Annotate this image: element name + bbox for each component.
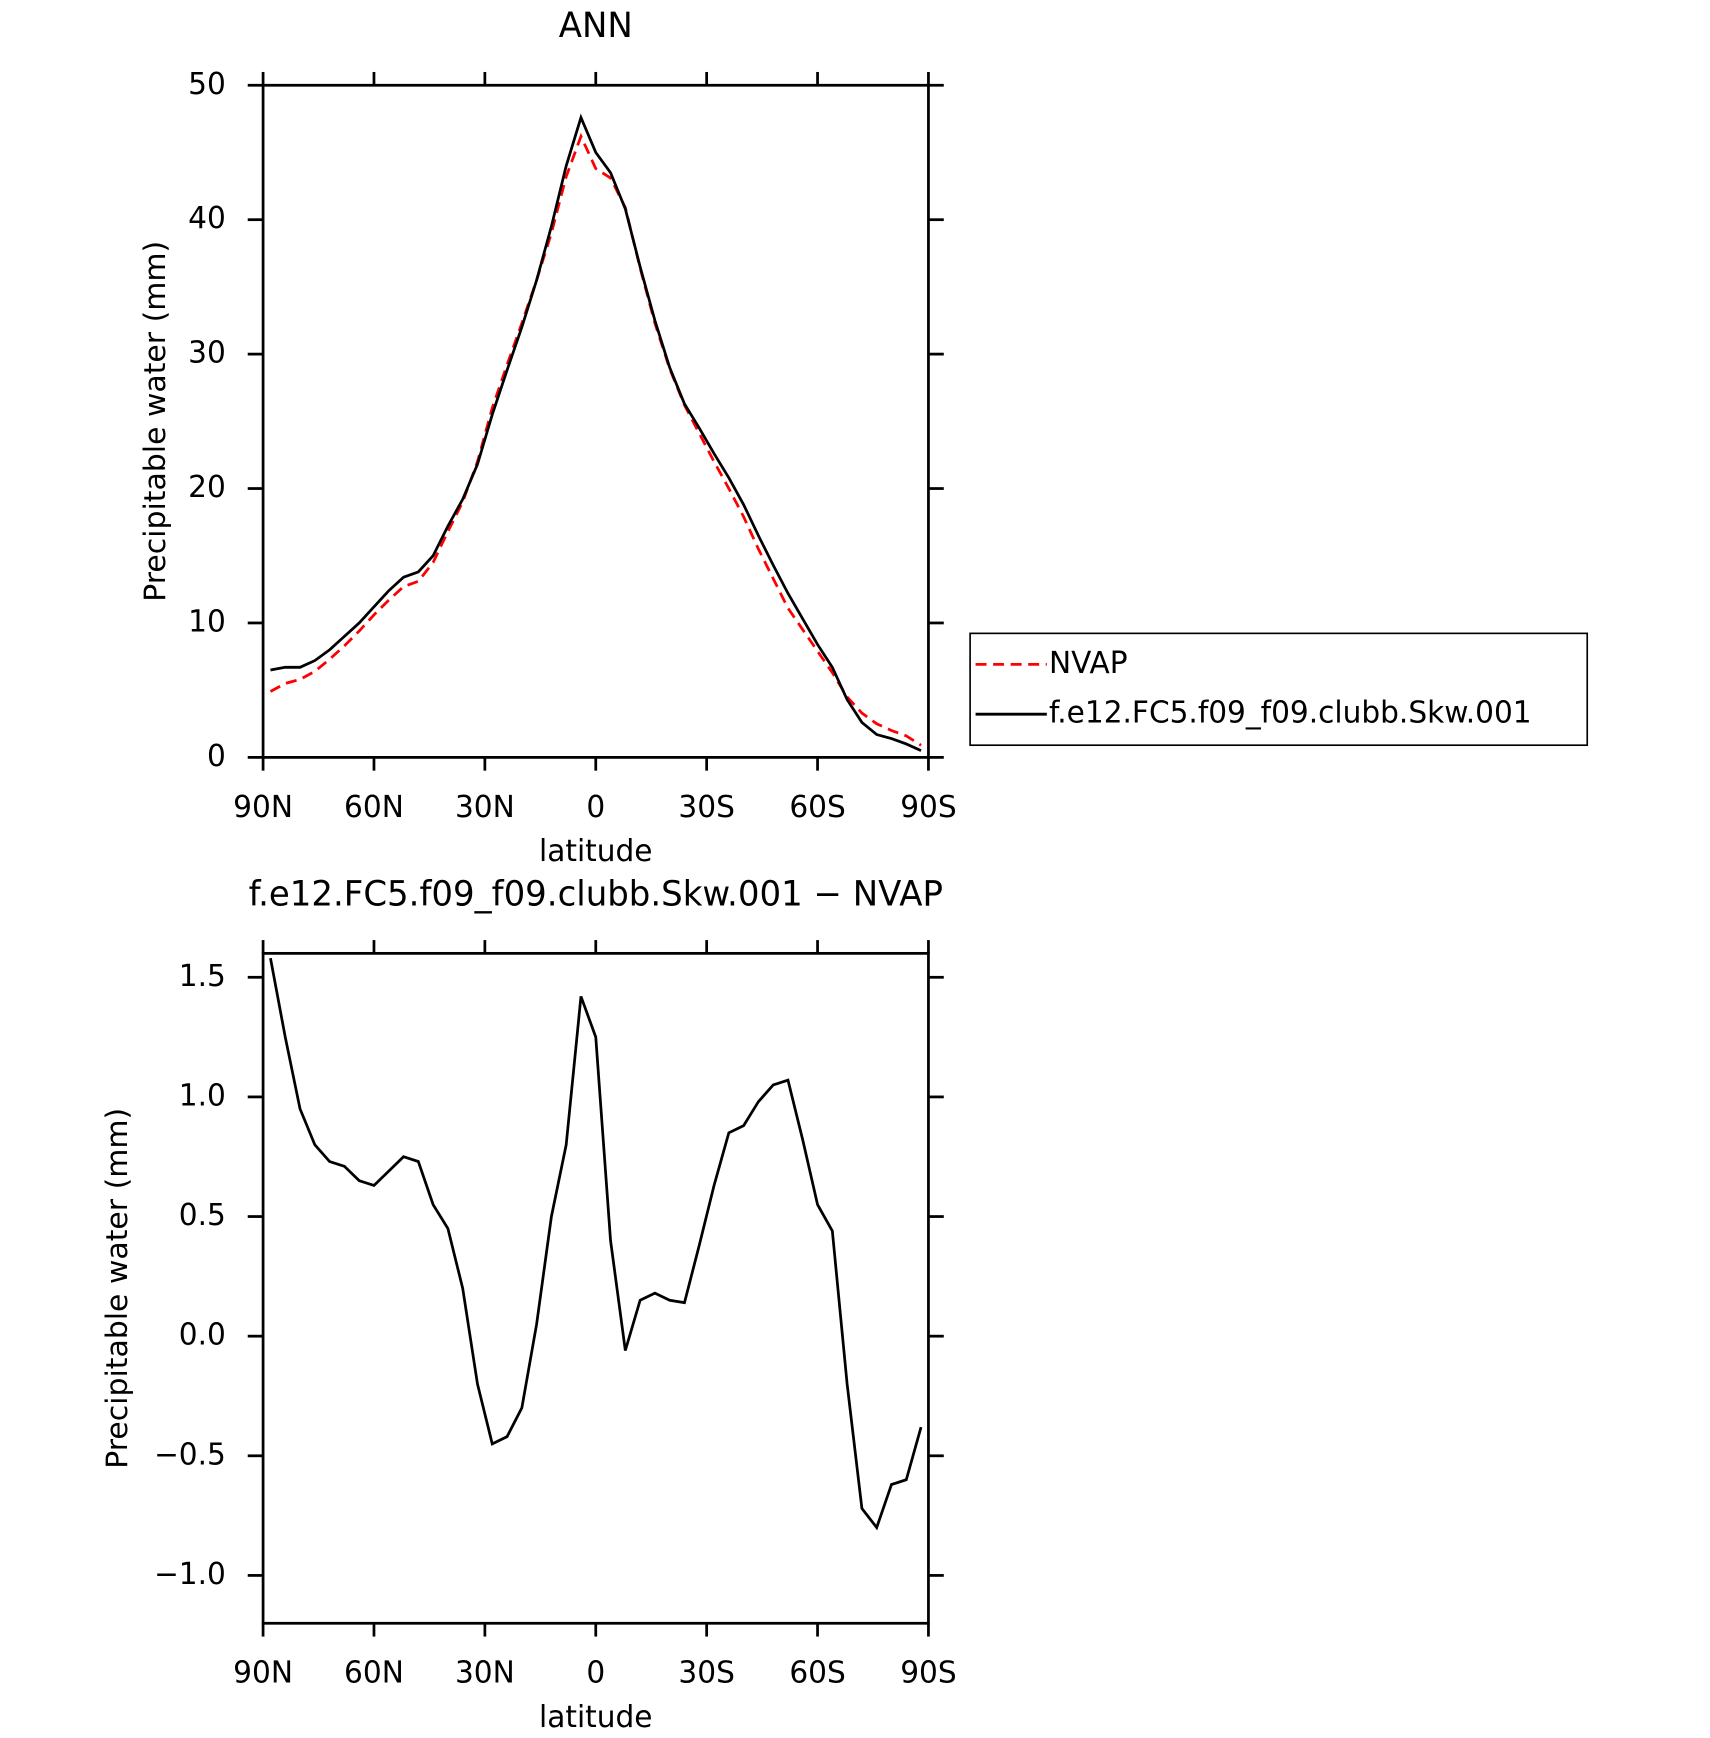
data-line (269, 957, 923, 1531)
chart-title: f.e12.FC5.f09_f09.clubb.Skw.001 − NVAP (249, 874, 943, 914)
y-tick-label: 0 (207, 739, 226, 774)
y-tick-label: 20 (188, 470, 226, 505)
x-tick-label: 90N (233, 1656, 293, 1691)
x-tick-label: 60N (344, 1656, 404, 1691)
y-tick-label: 40 (188, 201, 226, 236)
y-tick-label: 50 (188, 67, 226, 102)
legend-label: f.e12.FC5.f09_f09.clubb.Skw.001 (1049, 696, 1532, 731)
chart-title: ANN (559, 6, 633, 46)
y-tick-label: 30 (188, 336, 226, 371)
y-axis-label: Precipitable water (mm) (100, 1108, 135, 1469)
x-tick-label: 0 (586, 1656, 605, 1691)
x-tick-label: 60S (789, 790, 845, 825)
x-tick-label: 30S (678, 790, 734, 825)
data-line (270, 113, 922, 752)
x-tick-label: 0 (586, 790, 605, 825)
y-tick-label: 0.5 (179, 1198, 226, 1233)
data-line (269, 132, 922, 747)
legend-box (969, 632, 1589, 747)
x-tick-label: 30S (678, 1656, 734, 1691)
x-tick-label: 90N (233, 790, 293, 825)
x-tick-label: 90S (900, 790, 956, 825)
x-tick-label: 60N (344, 790, 404, 825)
legend-label: NVAP (1049, 646, 1128, 681)
plot-frame (261, 83, 930, 759)
x-tick-label: 30N (455, 1656, 515, 1691)
plot-frame (261, 951, 930, 1625)
x-tick-label: 60S (789, 1656, 845, 1691)
y-tick-label: 1.5 (179, 959, 226, 994)
y-axis-label: Precipitable water (mm) (138, 241, 173, 602)
y-tick-label: −1.0 (154, 1557, 226, 1592)
y-tick-label: 10 (188, 604, 226, 639)
y-tick-label: 1.0 (179, 1078, 226, 1113)
x-tick-label: 90S (900, 1656, 956, 1691)
x-axis-label: latitude (539, 834, 653, 869)
x-axis-label: latitude (539, 1700, 653, 1734)
y-tick-label: −0.5 (154, 1437, 226, 1472)
x-tick-label: 30N (455, 790, 515, 825)
y-tick-label: 0.0 (179, 1318, 226, 1353)
